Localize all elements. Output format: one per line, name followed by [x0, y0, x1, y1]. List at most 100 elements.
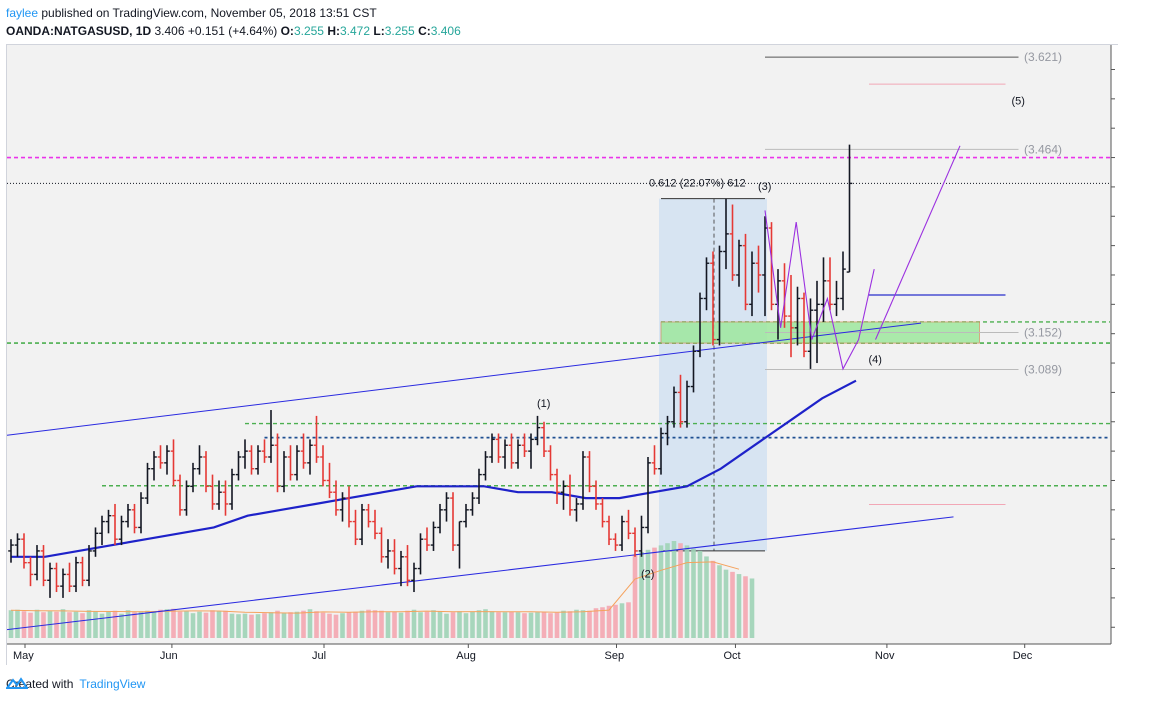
volume-bar: [314, 611, 319, 638]
volume-bar: [359, 610, 365, 638]
candle: [638, 515, 645, 557]
candle: [242, 439, 248, 469]
candle: [677, 374, 684, 428]
publish-info: published on TradingView.com, November 0…: [38, 6, 377, 20]
time-tick-label: Jun: [160, 650, 178, 662]
volume-ma-line: [10, 561, 740, 614]
candle: [482, 451, 489, 481]
volume-bar: [229, 613, 235, 638]
volume-bar: [476, 610, 482, 638]
volume-bar: [28, 612, 33, 638]
last-price: 3.406: [154, 24, 185, 38]
candle: [216, 480, 222, 510]
candle: [196, 445, 203, 475]
candle: [768, 222, 775, 311]
fib-label: (3.621): [1024, 50, 1062, 64]
volume-bar: [548, 613, 553, 638]
wave-projection-line: [874, 145, 961, 340]
volume-bar: [255, 614, 261, 638]
price-chart[interactable]: 0.612 (22.07%) 612(3.621)(3.464)(3.152)(…: [7, 45, 1119, 666]
tradingview-link[interactable]: TradingView: [6, 677, 145, 691]
candle: [40, 545, 47, 587]
candle: [456, 520, 463, 569]
volume-bar: [483, 609, 488, 638]
candle: [645, 456, 651, 534]
volume-bar: [736, 574, 742, 638]
candle: [99, 515, 105, 546]
volume-bar: [8, 610, 14, 638]
candle: [749, 251, 755, 317]
candle: [21, 533, 27, 569]
author-link[interactable]: faylee: [6, 6, 39, 20]
volume-bar: [145, 610, 150, 638]
volume-bar: [216, 611, 222, 638]
candle: [398, 550, 404, 587]
volume-bar: [112, 610, 118, 638]
wave-label: (2): [641, 568, 654, 580]
candle: [157, 445, 164, 469]
open-label: O:: [280, 24, 294, 38]
volume-bar: [580, 610, 586, 638]
volume-bar: [34, 609, 40, 638]
volume-bar: [496, 612, 501, 638]
volume-bar: [574, 609, 579, 638]
volume-bar: [730, 571, 735, 638]
volume-bar: [203, 612, 209, 638]
time-tick-label: Sep: [605, 650, 625, 662]
candle: [183, 480, 190, 516]
volume-bar: [86, 610, 92, 638]
volume-bar: [697, 550, 703, 638]
volume-bar: [294, 611, 300, 638]
candle: [164, 445, 170, 475]
candle: [671, 386, 677, 428]
volume-bar: [392, 611, 397, 638]
candle: [697, 292, 703, 358]
candle: [554, 468, 560, 504]
volume-bar: [457, 611, 462, 638]
volume-bar: [301, 610, 306, 638]
volume-bar: [119, 613, 124, 638]
volume-bar: [262, 613, 267, 638]
candle: [573, 498, 580, 522]
time-tick-label: Oct: [723, 650, 740, 662]
chart-panel[interactable]: 0.612 (22.07%) 612 (3.621) (3.464) (3.152)(…: [6, 44, 1119, 666]
volume-bar: [665, 543, 670, 638]
volume-bar: [21, 611, 27, 638]
candle: [690, 345, 697, 393]
candle: [606, 515, 612, 546]
candle: [651, 445, 658, 475]
candle: [53, 562, 60, 593]
candle: [521, 433, 528, 457]
candle: [60, 568, 66, 598]
candle: [450, 492, 456, 551]
wave-zigzag: [764, 210, 875, 371]
candle: [703, 257, 710, 311]
wave-label: (4): [869, 354, 882, 366]
candle: [593, 480, 599, 510]
candle: [417, 533, 424, 575]
volume-bar: [125, 610, 131, 638]
volume-bar: [652, 547, 657, 638]
candle: [287, 445, 294, 481]
volume-bar: [106, 611, 111, 638]
candle: [586, 451, 593, 493]
volume-bar: [164, 609, 170, 638]
candle: [177, 474, 183, 516]
candle: [833, 280, 840, 317]
high-label: H:: [327, 24, 340, 38]
volume-bar: [671, 541, 677, 638]
publish-line: faylee published on TradingView.com, Nov…: [6, 4, 461, 22]
volume-bar: [743, 576, 748, 638]
volume-bar: [710, 560, 716, 638]
volume-bar: [691, 548, 696, 638]
volume-bar: [418, 612, 423, 638]
volume-bar: [502, 612, 508, 638]
candle: [151, 451, 157, 481]
candle: [599, 498, 606, 528]
volume-bar: [307, 609, 313, 638]
volume-bar: [15, 609, 20, 638]
volume-bar: [73, 611, 79, 638]
candle: [125, 503, 131, 528]
candle: [320, 445, 326, 487]
time-tick-label: May: [13, 650, 34, 662]
